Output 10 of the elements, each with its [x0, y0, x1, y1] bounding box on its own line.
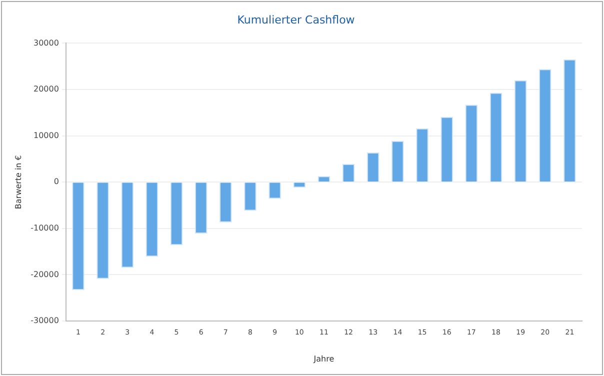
chart-title: Kumulierter Cashflow — [237, 13, 355, 26]
y-tick-label: 20000 — [33, 84, 59, 94]
y-tick-label: 0 — [54, 177, 59, 186]
y-tick-label: 30000 — [33, 38, 59, 48]
x-axis-title: Jahre — [312, 354, 334, 364]
y-tick-label: -20000 — [30, 270, 59, 279]
y-tick-label: -10000 — [30, 223, 59, 232]
y-tick-label: 10000 — [33, 130, 59, 140]
y-tick-label: -30000 — [30, 316, 59, 326]
y-axis-title: Barwerte in € — [14, 155, 23, 210]
